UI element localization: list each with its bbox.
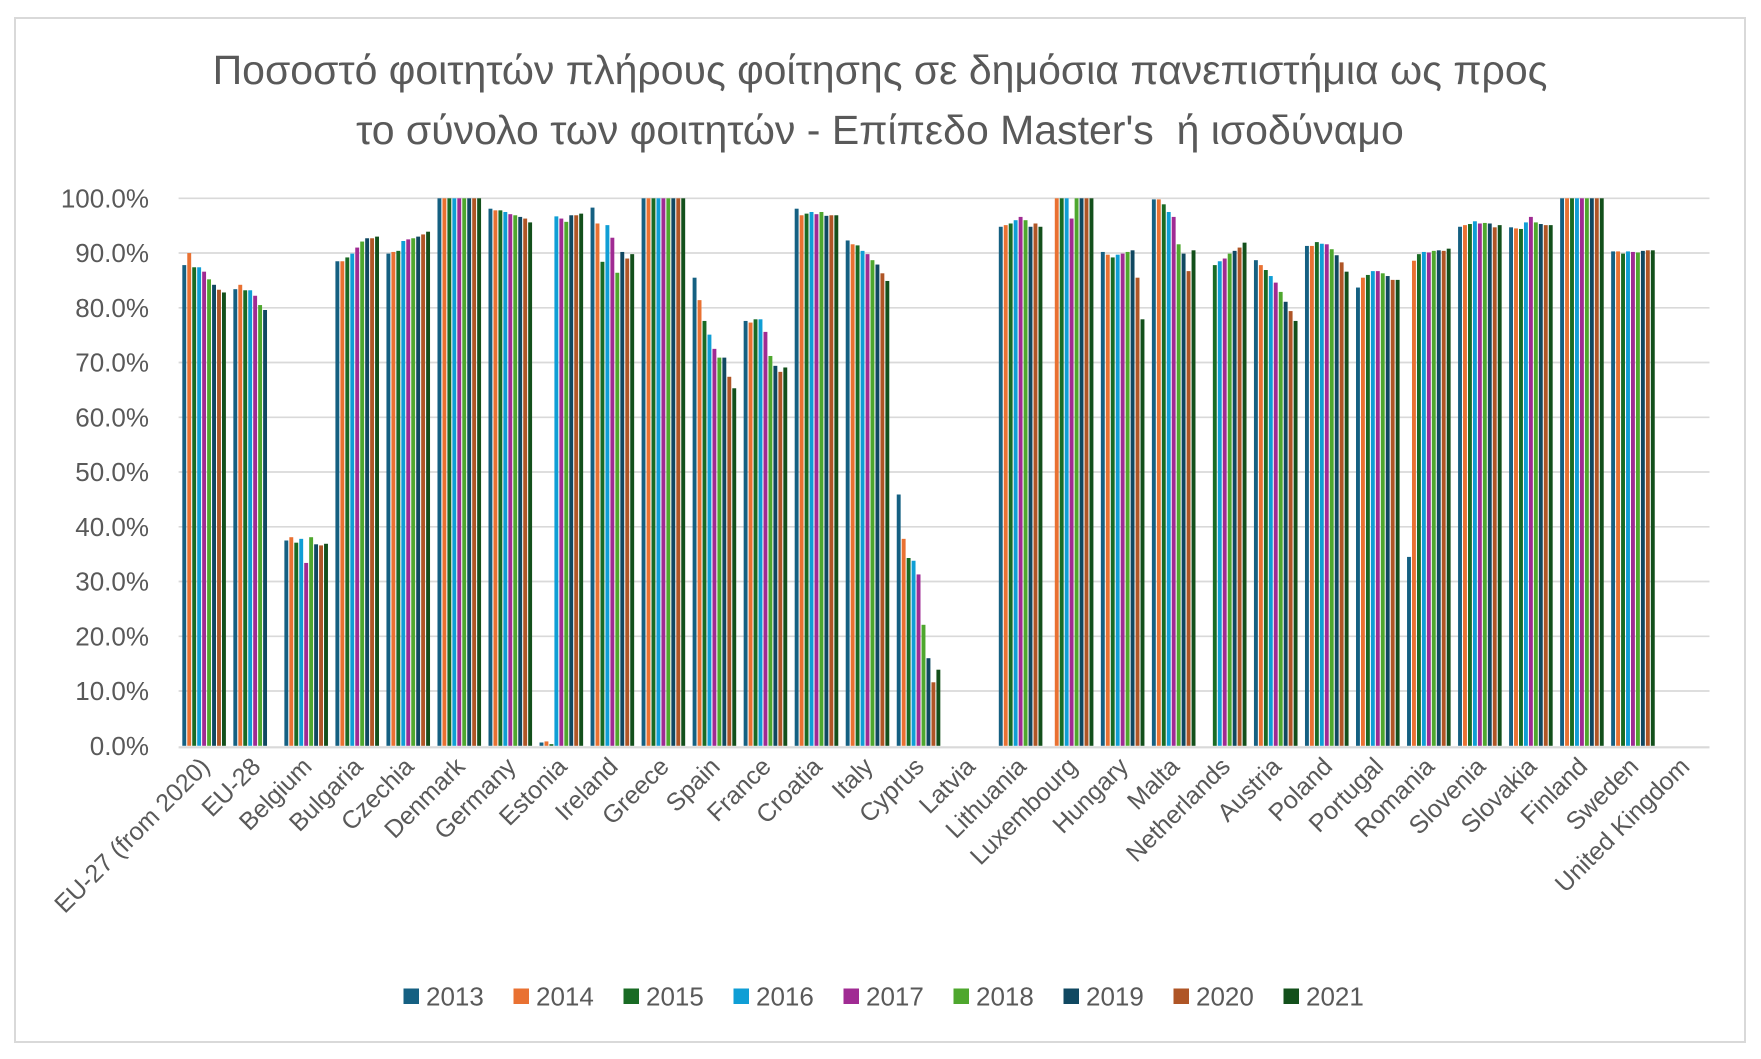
svg-text:60.0%: 60.0% bbox=[75, 402, 149, 432]
svg-text:10.0%: 10.0% bbox=[75, 676, 149, 706]
svg-text:50.0%: 50.0% bbox=[75, 457, 149, 487]
svg-text:40.0%: 40.0% bbox=[75, 512, 149, 542]
svg-text:2017: 2017 bbox=[866, 982, 924, 1012]
svg-text:2019: 2019 bbox=[1086, 982, 1144, 1012]
svg-text:2021: 2021 bbox=[1306, 982, 1364, 1012]
svg-text:Ποσοστό φοιτητών πλήρους φοίτη: Ποσοστό φοιτητών πλήρους φοίτησης σε δημ… bbox=[213, 47, 1548, 93]
svg-text:90.0%: 90.0% bbox=[75, 238, 149, 268]
svg-text:2016: 2016 bbox=[756, 982, 814, 1012]
svg-text:20.0%: 20.0% bbox=[75, 621, 149, 651]
svg-text:0.0%: 0.0% bbox=[90, 731, 149, 761]
svg-text:2020: 2020 bbox=[1196, 982, 1254, 1012]
svg-text:2014: 2014 bbox=[536, 982, 594, 1012]
svg-text:80.0%: 80.0% bbox=[75, 293, 149, 323]
svg-text:2018: 2018 bbox=[976, 982, 1034, 1012]
svg-text:το σύνολο των φοιτητών - Επίπε: το σύνολο των φοιτητών - Επίπεδο Master'… bbox=[356, 107, 1404, 153]
svg-text:2015: 2015 bbox=[646, 982, 704, 1012]
svg-text:70.0%: 70.0% bbox=[75, 348, 149, 378]
svg-text:30.0%: 30.0% bbox=[75, 567, 149, 597]
svg-text:2013: 2013 bbox=[426, 982, 484, 1012]
svg-text:100.0%: 100.0% bbox=[61, 183, 149, 213]
